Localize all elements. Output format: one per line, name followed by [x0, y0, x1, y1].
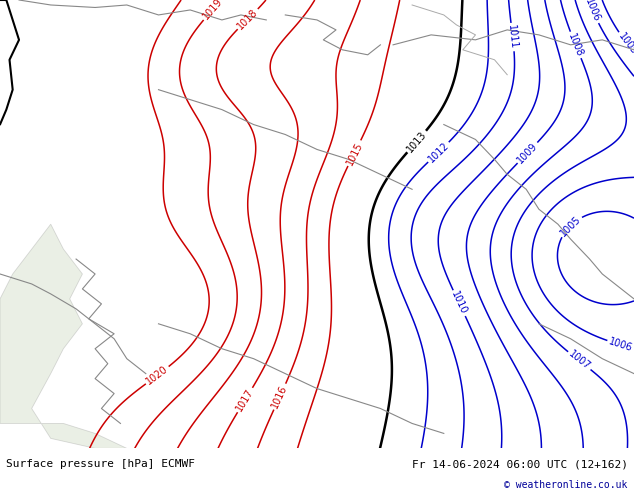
- Text: © weatheronline.co.uk: © weatheronline.co.uk: [504, 480, 628, 490]
- Text: 1017: 1017: [235, 387, 256, 413]
- Text: 1012: 1012: [426, 140, 451, 164]
- Text: 1013: 1013: [405, 129, 429, 154]
- Text: 1016: 1016: [270, 384, 290, 410]
- Text: 1006: 1006: [583, 0, 602, 24]
- Text: Fr 14-06-2024 06:00 UTC (12+162): Fr 14-06-2024 06:00 UTC (12+162): [411, 459, 628, 469]
- Text: 1009: 1009: [515, 141, 540, 165]
- Polygon shape: [0, 224, 127, 448]
- Text: 1010: 1010: [450, 290, 469, 317]
- Text: 1019: 1019: [201, 0, 224, 22]
- Text: 1006: 1006: [608, 337, 634, 353]
- Text: 1015: 1015: [344, 140, 365, 167]
- Text: 1018: 1018: [236, 7, 260, 31]
- Text: 1020: 1020: [145, 364, 170, 387]
- Text: 1005: 1005: [616, 31, 634, 57]
- Text: 1008: 1008: [566, 32, 585, 58]
- Text: Surface pressure [hPa] ECMWF: Surface pressure [hPa] ECMWF: [6, 459, 195, 469]
- Text: 1007: 1007: [567, 349, 592, 372]
- Text: 1011: 1011: [507, 24, 519, 50]
- Text: 1005: 1005: [558, 214, 583, 238]
